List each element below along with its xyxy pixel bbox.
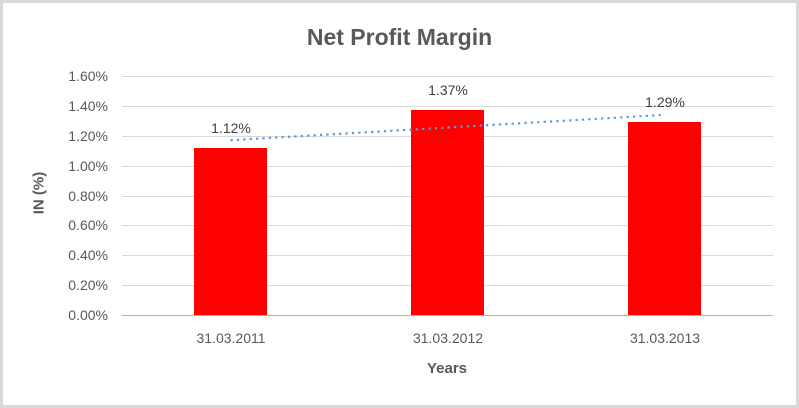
- bar: [194, 148, 267, 315]
- y-tick-label: 0.20%: [68, 277, 108, 293]
- y-tick-label: 0.60%: [68, 217, 108, 233]
- gridline: [122, 106, 773, 107]
- y-tick-label: 0.00%: [68, 307, 108, 323]
- x-tick-label: 31.03.2011: [196, 330, 266, 346]
- y-tick-label: 0.40%: [68, 247, 108, 263]
- y-tick-label: 0.80%: [68, 188, 108, 204]
- data-label: 1.12%: [211, 120, 251, 136]
- y-tick-label: 1.60%: [68, 68, 108, 84]
- x-tick-label: 31.03.2013: [629, 330, 701, 346]
- gridline: [122, 76, 773, 77]
- bar: [411, 110, 484, 315]
- bar: [628, 122, 701, 315]
- chart-title: Net Profit Margin: [306, 24, 493, 50]
- plot-area: 1.12% 1.37% 1.29%: [122, 76, 773, 316]
- y-tick-label: 1.20%: [68, 128, 108, 144]
- x-tick-label: 31.03.2012: [412, 330, 484, 346]
- y-tick-label: 1.00%: [68, 158, 108, 174]
- data-label: 1.37%: [428, 82, 468, 98]
- x-axis-title: Years: [426, 360, 468, 377]
- data-label: 1.29%: [645, 94, 685, 110]
- y-tick-label: 1.40%: [68, 98, 108, 114]
